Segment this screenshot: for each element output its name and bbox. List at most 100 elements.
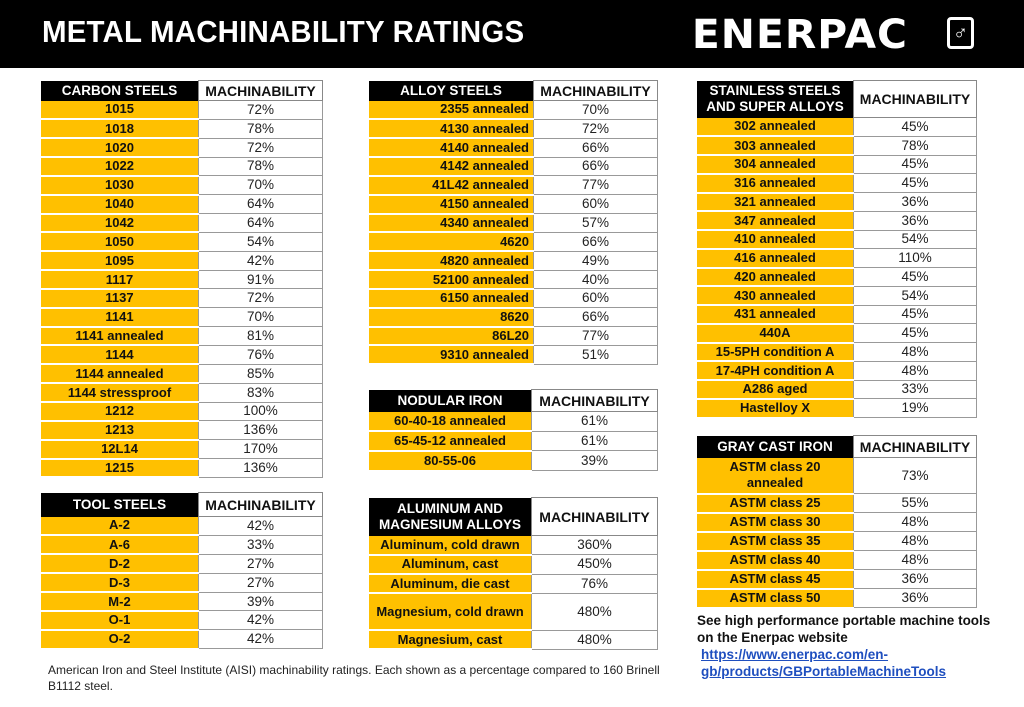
table-header-row: CARBON STEELS MACHINABILITY [41,80,323,101]
material-name: 316 annealed [697,173,854,194]
machinability-value: 45% [853,323,977,343]
material-name: A-6 [41,535,199,556]
machinability-value: 78% [198,156,323,177]
table-row: 65-45-12 annealed 61% [369,430,658,452]
machinability-value: 48% [853,342,977,362]
material-name: A286 aged [697,380,854,400]
material-name: M-2 [41,592,199,612]
material-name: A-2 [41,516,199,537]
machinability-value: 72% [198,137,323,158]
machinability-value: 64% [198,194,323,215]
machinability-value: 42% [198,610,323,631]
machinability-value: 61% [531,430,658,452]
table-row: 1018 78% [41,118,323,140]
table-row: 304 annealed 45% [697,154,977,175]
material-name: Magnesium, cast [369,630,532,651]
machinability-value: 57% [533,213,658,233]
material-name: 9310 annealed [369,345,534,366]
machinability-value: 33% [198,534,323,555]
machinability-value: 66% [533,137,658,158]
table-row: Magnesium, cold drawn 480% [369,592,658,632]
table-row: A286 aged 33% [697,379,977,400]
machinability-value: 54% [198,231,323,252]
material-name: 17-4PH condition A [697,361,854,381]
machinability-value: 91% [198,269,323,290]
category-header: ALLOY STEELS [369,80,534,101]
material-name: D-2 [41,554,199,575]
material-name: ASTM class 50 [697,588,854,609]
machinability-header: MACHINABILITY [198,492,323,517]
table-row: 15-5PH condition A 48% [697,342,977,363]
material-name: ASTM class 40 [697,550,854,571]
table-row: ASTM class 25 55% [697,493,977,514]
table-row: 347 annealed 36% [697,210,977,231]
machinability-header: MACHINABILITY [853,80,977,118]
table-row: 440A 45% [697,323,977,344]
material-name: 1141 [41,307,199,328]
enerpac-logo: ENERPAC [691,12,909,58]
material-name: 1015 [41,100,199,121]
table-row: D-3 27% [41,572,323,594]
machinability-value: 61% [531,411,658,432]
machinability-value: 45% [853,304,977,325]
material-name: 431 annealed [697,305,854,325]
material-name: 80-55-06 [369,450,532,472]
material-name: 302 annealed [697,117,854,138]
machinability-value: 48% [853,550,977,571]
table-row: 17-4PH condition A 48% [697,360,977,381]
machinability-value: 76% [198,344,323,365]
material-name: 303 annealed [697,136,854,156]
table-row: 6150 annealed 60% [369,288,658,309]
machinability-value: 45% [853,173,977,193]
table-row: 1050 54% [41,231,323,253]
material-name: 1137 [41,288,199,309]
machinability-value: 480% [531,629,658,650]
machinability-value: 66% [533,307,658,328]
material-name: ASTM class 20 annealed [697,457,854,495]
machinability-value: 480% [531,592,658,631]
material-name: 4820 annealed [369,251,534,272]
machinability-value: 54% [853,285,977,306]
material-name: 65-45-12 annealed [369,431,532,452]
alloy-steels-table: ALLOY STEELS MACHINABILITY 2355 annealed 70… [369,80,658,366]
material-name: 1141 annealed [41,326,199,347]
table-row: 4620 66% [369,231,658,253]
table-row: ASTM class 45 36% [697,569,977,590]
material-name: 410 annealed [697,230,854,250]
table-row: 1015 72% [41,100,323,121]
gray-cast-iron-table: GRAY CAST IRON MACHINABILITY ASTM class 20… [697,435,977,609]
table-row: O-2 42% [41,629,323,650]
material-name: 1144 annealed [41,364,199,385]
enerpac-hook-icon: ♂ [947,17,974,49]
table-row: 1040 64% [41,194,323,215]
category-header: CARBON STEELS [41,80,199,101]
material-name: 1022 [41,157,199,177]
table-row: 4820 annealed 49% [369,250,658,272]
machinability-value: 27% [198,553,323,574]
material-name: 52100 annealed [369,270,534,290]
table-row: Aluminum, cold drawn 360% [369,534,658,556]
machinability-value: 78% [198,118,323,139]
tool-steels-table: TOOL STEELS MACHINABILITY A-2 42% A-6 33% D-2 2… [41,492,323,650]
machinability-header: MACHINABILITY [198,80,323,101]
machinability-value: 73% [853,456,977,495]
machinability-value: 42% [198,250,323,271]
table-row: 1213 136% [41,420,323,441]
machinability-value: 39% [198,591,323,612]
table-row: ASTM class 20 annealed 73% [697,456,977,495]
material-name: O-1 [41,610,199,631]
material-name: 420 annealed [697,267,854,288]
machinability-value: 70% [198,307,323,328]
table-row: 4142 annealed 66% [369,156,658,177]
table-row: 321 annealed 36% [697,192,977,213]
table-row: ASTM class 40 48% [697,550,977,571]
enerpac-website-link[interactable]: https://www.enerpac.com/en-gb/products/G… [701,647,947,679]
material-name: 60-40-18 annealed [369,411,532,433]
machinability-value: 66% [533,231,658,252]
machinability-value: 54% [853,229,977,250]
machinability-value: 48% [853,360,977,381]
table-row: D-2 27% [41,553,323,575]
machinability-value: 66% [533,156,658,177]
table-header-row: GRAY CAST IRON MACHINABILITY [697,435,977,458]
table-row: Aluminum, cast 450% [369,554,658,576]
